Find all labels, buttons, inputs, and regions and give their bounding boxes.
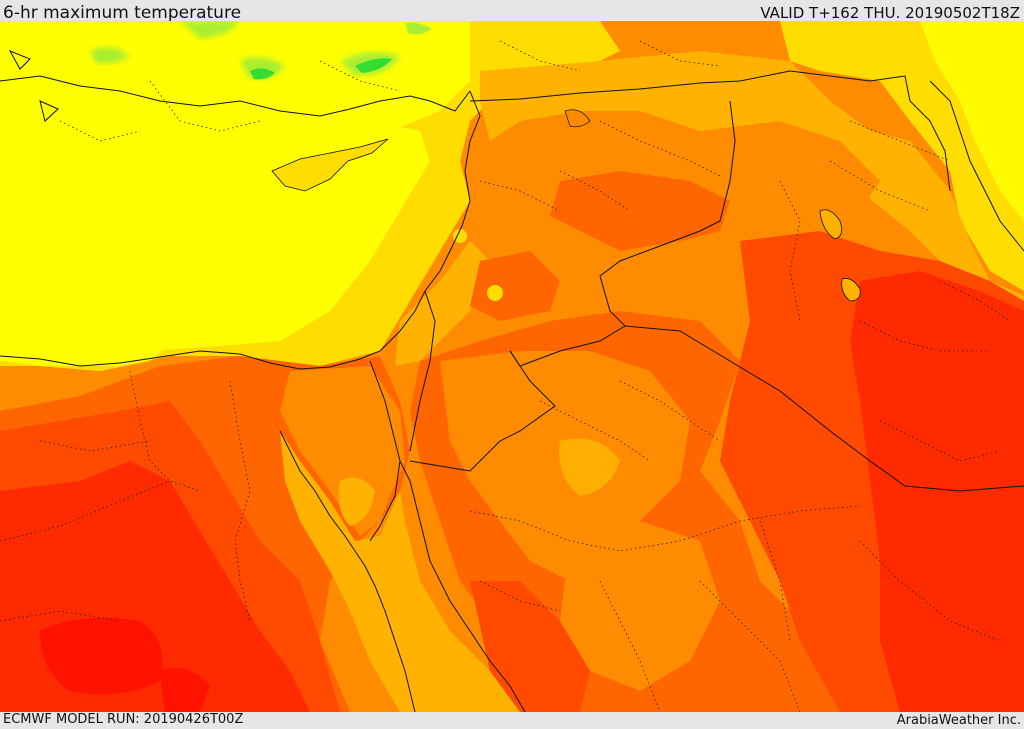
coastlines (0, 50, 1024, 712)
green-patch-6 (90, 47, 130, 64)
deep-red-egypt-2 (160, 668, 210, 712)
temperature-map (0, 21, 1024, 712)
orange-north-iraq (700, 121, 880, 221)
footer-bar: ECMWF MODEL RUN: 20190426T00Z ArabiaWeat… (0, 712, 1024, 729)
lake-2 (841, 278, 861, 302)
orange-arabia-south (560, 521, 720, 691)
red-orange-arabia-south (470, 581, 590, 712)
dark-orange-syria (550, 171, 730, 251)
lake-3 (564, 109, 591, 128)
valid-time-label: VALID T+162 THU. 20190502T18Z (760, 4, 1020, 22)
country-borders (369, 70, 1024, 492)
light-orange-arabia (559, 438, 620, 496)
green-patch-7 (180, 21, 240, 39)
province-borders (0, 40, 1011, 712)
green-patch-2 (250, 68, 275, 80)
hot-spot-1 (487, 285, 503, 301)
red-gulf (930, 491, 1024, 712)
credit-label: ArabiaWeather Inc. (896, 713, 1021, 728)
cyprus-island (271, 138, 389, 192)
yellow-zone-sea (0, 81, 430, 356)
model-run-label: ECMWF MODEL RUN: 20190426T00Z (3, 712, 244, 727)
dark-orange-iraq-west (470, 251, 560, 321)
lake-1 (819, 209, 843, 240)
yellow-zone-northeast (920, 21, 1024, 221)
map-title: 6-hr maximum temperature (3, 3, 242, 23)
green-patch-5 (405, 22, 432, 35)
hot-spot-2 (453, 229, 467, 243)
header-bar: 6-hr maximum temperature VALID T+162 THU… (0, 0, 1024, 23)
light-orange-sinai (338, 477, 375, 526)
red-sea (280, 431, 520, 712)
light-orange-levant (395, 241, 490, 366)
green-patch-4 (355, 58, 392, 73)
deep-red-egypt (40, 617, 163, 695)
